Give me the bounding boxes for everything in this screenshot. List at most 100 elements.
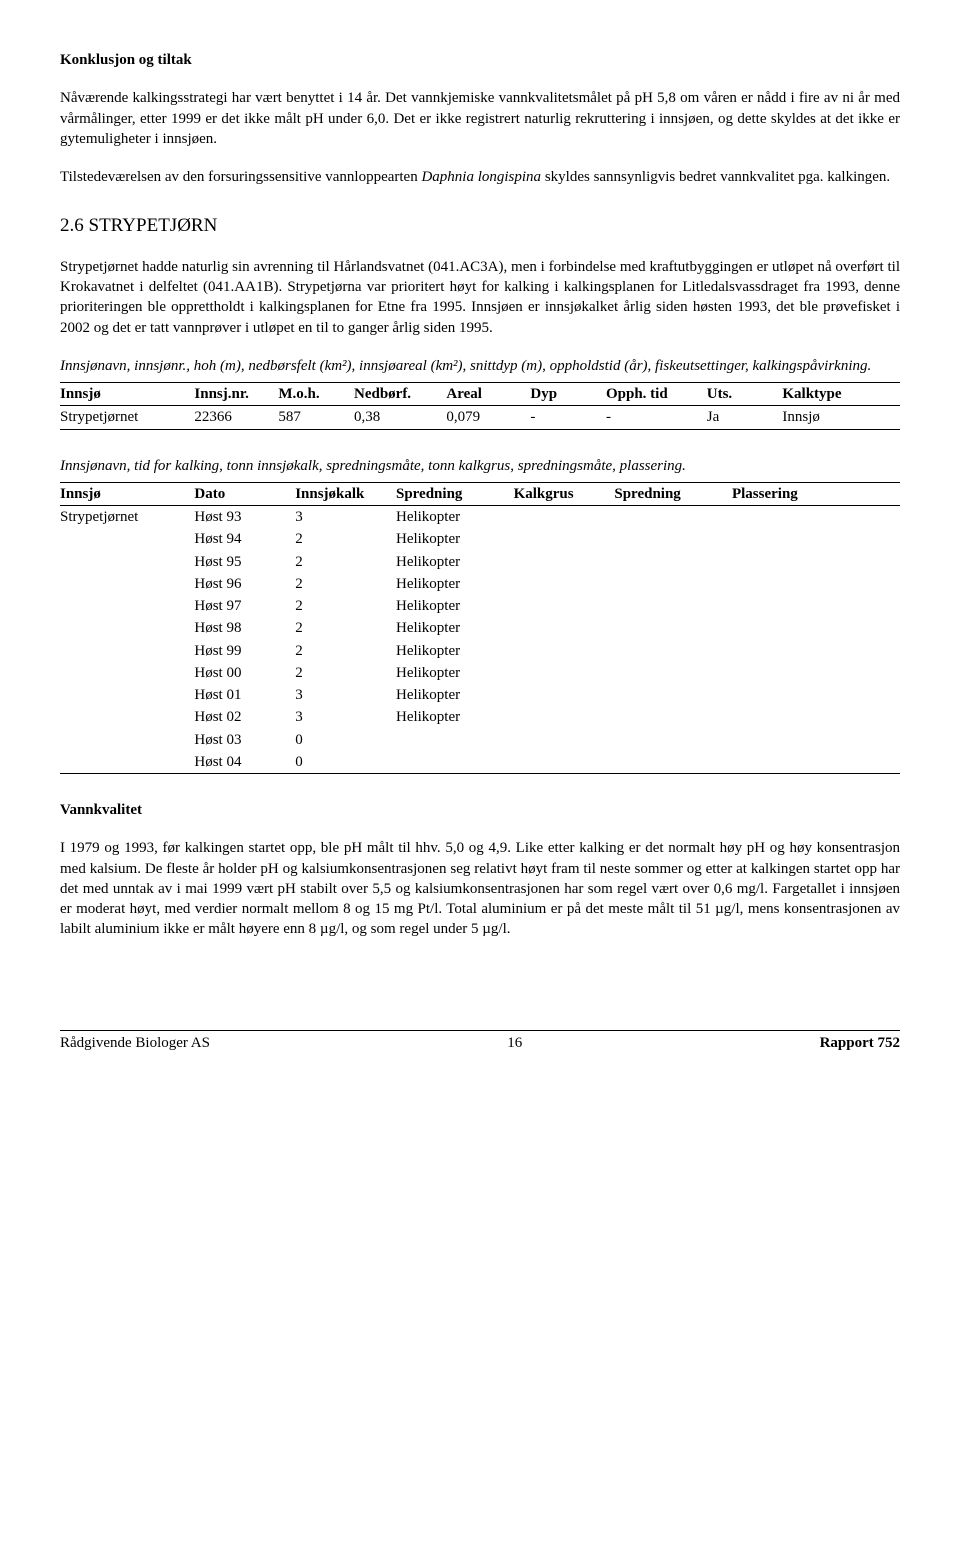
- col-header: Kalkgrus: [514, 482, 615, 505]
- table-row: Høst 952Helikopter: [60, 551, 900, 573]
- table-row: Høst 002Helikopter: [60, 662, 900, 684]
- cell: 0,38: [354, 406, 446, 429]
- cell: [514, 528, 615, 550]
- cell: Høst 00: [194, 662, 295, 684]
- cell: 2: [295, 662, 396, 684]
- cell: [614, 729, 732, 751]
- cell: [732, 640, 900, 662]
- cell: Innsjø: [782, 406, 900, 429]
- table-row: Høst 040: [60, 751, 900, 774]
- col-header: Opph. tid: [606, 383, 707, 406]
- col-header: Innsj.nr.: [194, 383, 278, 406]
- col-header: Spredning: [396, 482, 514, 505]
- cell: 0: [295, 729, 396, 751]
- footer-right: Rapport 752: [820, 1033, 900, 1053]
- cell: Høst 93: [194, 506, 295, 529]
- table-row: Høst 992Helikopter: [60, 640, 900, 662]
- cell: [514, 684, 615, 706]
- cell: [732, 551, 900, 573]
- cell: 0,079: [446, 406, 530, 429]
- cell: [60, 640, 194, 662]
- table-row: Høst 972Helikopter: [60, 595, 900, 617]
- cell: [614, 706, 732, 728]
- cell: [60, 729, 194, 751]
- cell: [614, 551, 732, 573]
- cell: 22366: [194, 406, 278, 429]
- text: skyldes sannsynligvis bedret vannkvalite…: [541, 169, 890, 185]
- cell: Strypetjørnet: [60, 506, 194, 529]
- cell: 2: [295, 640, 396, 662]
- cell: [514, 551, 615, 573]
- cell: 2: [295, 595, 396, 617]
- cell: [614, 662, 732, 684]
- cell: [614, 573, 732, 595]
- col-header: Uts.: [707, 383, 783, 406]
- cell: [614, 528, 732, 550]
- liming-table: Innsjø Dato Innsjøkalk Spredning Kalkgru…: [60, 482, 900, 774]
- cell: [514, 640, 615, 662]
- col-header: Innsjø: [60, 383, 194, 406]
- cell: 2: [295, 528, 396, 550]
- cell: Helikopter: [396, 662, 514, 684]
- cell: [614, 595, 732, 617]
- cell: Helikopter: [396, 573, 514, 595]
- cell: [614, 617, 732, 639]
- text: Tilstedeværelsen av den forsuringssensit…: [60, 169, 421, 185]
- cell: [60, 751, 194, 774]
- cell: [732, 751, 900, 774]
- cell: 2: [295, 617, 396, 639]
- table-caption: Innsjønavn, tid for kalking, tonn innsjø…: [60, 456, 900, 476]
- cell: [732, 617, 900, 639]
- cell: -: [530, 406, 606, 429]
- cell: [614, 684, 732, 706]
- cell: [60, 528, 194, 550]
- table-row: StrypetjørnetHøst 933Helikopter: [60, 506, 900, 529]
- cell: Helikopter: [396, 506, 514, 529]
- cell: Helikopter: [396, 640, 514, 662]
- cell: [60, 684, 194, 706]
- cell: [60, 573, 194, 595]
- table-row: Høst 962Helikopter: [60, 573, 900, 595]
- cell: [60, 551, 194, 573]
- table-row: Høst 023Helikopter: [60, 706, 900, 728]
- col-header: M.o.h.: [278, 383, 354, 406]
- table-row: Høst 982Helikopter: [60, 617, 900, 639]
- col-header: Innsjø: [60, 482, 194, 505]
- col-header: Areal: [446, 383, 530, 406]
- cell: Høst 94: [194, 528, 295, 550]
- cell: -: [606, 406, 707, 429]
- cell: [732, 595, 900, 617]
- cell: Strypetjørnet: [60, 406, 194, 429]
- cell: 3: [295, 684, 396, 706]
- cell: [514, 706, 615, 728]
- cell: Helikopter: [396, 684, 514, 706]
- cell: Høst 95: [194, 551, 295, 573]
- cell: [514, 662, 615, 684]
- cell: [732, 506, 900, 529]
- table-caption: Innsjønavn, innsjønr., hoh (m), nedbørsf…: [60, 356, 900, 376]
- cell: [514, 729, 615, 751]
- section-heading-vannkvalitet: Vannkvalitet: [60, 800, 900, 820]
- col-header: Dato: [194, 482, 295, 505]
- cell: [614, 506, 732, 529]
- cell: [60, 706, 194, 728]
- cell: [60, 662, 194, 684]
- col-header: Kalktype: [782, 383, 900, 406]
- lake-info-table: Innsjø Innsj.nr. M.o.h. Nedbørf. Areal D…: [60, 382, 900, 430]
- cell: [732, 706, 900, 728]
- cell: 3: [295, 706, 396, 728]
- paragraph: I 1979 og 1993, før kalkingen startet op…: [60, 838, 900, 939]
- cell: [732, 528, 900, 550]
- cell: [60, 595, 194, 617]
- cell: [396, 751, 514, 774]
- species-name: Daphnia longispina: [421, 169, 541, 185]
- cell: Helikopter: [396, 528, 514, 550]
- cell: Helikopter: [396, 706, 514, 728]
- cell: Helikopter: [396, 551, 514, 573]
- cell: Høst 99: [194, 640, 295, 662]
- cell: Helikopter: [396, 595, 514, 617]
- chapter-heading: 2.6 STRYPETJØRN: [60, 213, 900, 239]
- page-footer: Rådgivende Biologer AS 16 Rapport 752: [60, 1030, 900, 1053]
- cell: Høst 01: [194, 684, 295, 706]
- cell: [614, 640, 732, 662]
